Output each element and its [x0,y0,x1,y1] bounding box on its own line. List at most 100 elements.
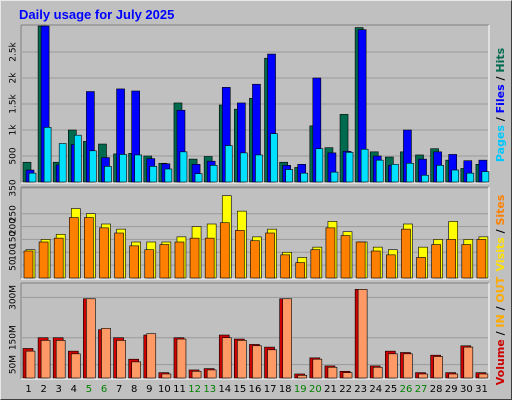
x-tick-label-day-1: 1 [25,384,31,395]
series-label-part: / [494,328,507,340]
y-tick-label: 50 [9,259,19,271]
bar-sites [189,237,200,279]
x-tick-label-day-31: 31 [475,384,488,395]
bar-sites [84,217,94,279]
bar-pages [134,154,142,183]
bar-in-out [146,333,157,379]
bar-in-out [418,373,428,379]
bar-sites [159,244,170,279]
x-tick-label-day-19: 19 [294,384,307,395]
bar-pages [466,172,475,183]
bar-pages [43,127,52,183]
bar-pages [315,148,324,183]
chart-title: Daily usage for July 2025 [19,7,175,22]
bar-pages [270,133,278,183]
y-tick-label: 250 [9,205,19,222]
bar-pages [240,152,248,183]
bar-sites [355,241,366,279]
bar-sites [265,232,275,279]
x-tick-label-day-6: 6 [101,384,107,395]
x-tick-label-day-11: 11 [173,384,186,395]
bar-sites [144,249,155,279]
x-tick-label-day-17: 17 [264,384,277,395]
y-tick-label: 500 [9,147,19,164]
series-label-part: Visits [494,237,507,272]
bar-sites [401,228,411,279]
x-tick-label-day-21: 21 [324,384,337,395]
bar-sites [114,232,124,279]
y-tick-label: 150M [9,325,19,350]
bar-sites [129,245,139,279]
bar-pages [285,169,293,183]
bar-pages [119,154,127,183]
x-tick-label-day-25: 25 [385,384,398,395]
bar-sites [53,237,64,279]
bar-in-out [342,372,353,379]
bar-in-out [433,356,443,379]
x-tick-label-day-14: 14 [218,384,231,395]
bar-pages [391,164,399,183]
series-label-mid: Visits / Sites [494,194,507,271]
x-tick-label-day-16: 16 [249,384,262,395]
series-label-part: Files [494,84,507,114]
bar-in-out [478,373,489,379]
x-tick-label-day-22: 22 [339,384,352,395]
x-tick-label-day-12: 12 [188,384,201,395]
bar-in-out [282,298,292,379]
bar-pages [58,143,67,183]
x-tick-label-day-26: 26 [400,384,413,395]
bar-pages [255,154,263,183]
bar-pages [194,173,203,183]
x-tick-label-day-10: 10 [158,384,171,395]
y-tick-label: 200 [9,218,19,235]
bar-pages [73,134,82,183]
y-tick-label: 50M [9,355,19,374]
bar-pages [406,162,414,183]
series-label-part: Sites [494,194,507,225]
x-tick-label-day-2: 2 [40,384,46,395]
bar-in-out [388,353,398,379]
bar-in-out [267,349,277,379]
x-tick-label-day-9: 9 [146,384,152,395]
series-label-part: / [494,226,507,238]
series-label-part: / [494,113,507,125]
bar-in-out [55,340,66,379]
x-tick-label-day-18: 18 [279,384,292,395]
x-tick-label-day-28: 28 [430,384,443,395]
bar-in-out [327,366,338,379]
series-label-part: / [494,303,507,315]
bar-sites [310,249,321,279]
y-tick-label: 2.5k [9,41,19,61]
bar-in-out [25,350,36,379]
bar-sites [386,254,396,279]
bar-sites [295,262,306,279]
bar-pages [179,151,188,183]
x-tick-label-day-20: 20 [309,384,322,395]
x-tick-label-day-29: 29 [445,384,458,395]
bar-pages [104,166,112,183]
x-tick-label-day-24: 24 [369,384,382,395]
x-tick-label-day-23: 23 [354,384,367,395]
bar-pages [164,168,173,183]
bar-in-out [116,340,126,379]
bar-sites [476,239,487,279]
bar-in-out [403,353,413,379]
bar-sites [23,250,34,279]
bar-sites [461,244,472,279]
bar-in-out [101,328,111,379]
x-tick-label-day-27: 27 [415,384,428,395]
y-tick-label: 150 [9,231,19,248]
bar-pages [421,174,429,183]
bar-in-out [161,373,172,379]
bar-in-out [206,369,217,379]
bar-in-out [176,338,187,379]
series-label-part: Volume [494,339,507,385]
x-tick-label-day-8: 8 [131,384,137,395]
bar-pages [209,165,218,183]
bar-pages [300,172,309,183]
bar-in-out [86,298,96,379]
x-tick-label-day-3: 3 [56,384,62,395]
series-label-part: OUT [494,276,507,302]
x-tick-label-day-7: 7 [116,384,122,395]
